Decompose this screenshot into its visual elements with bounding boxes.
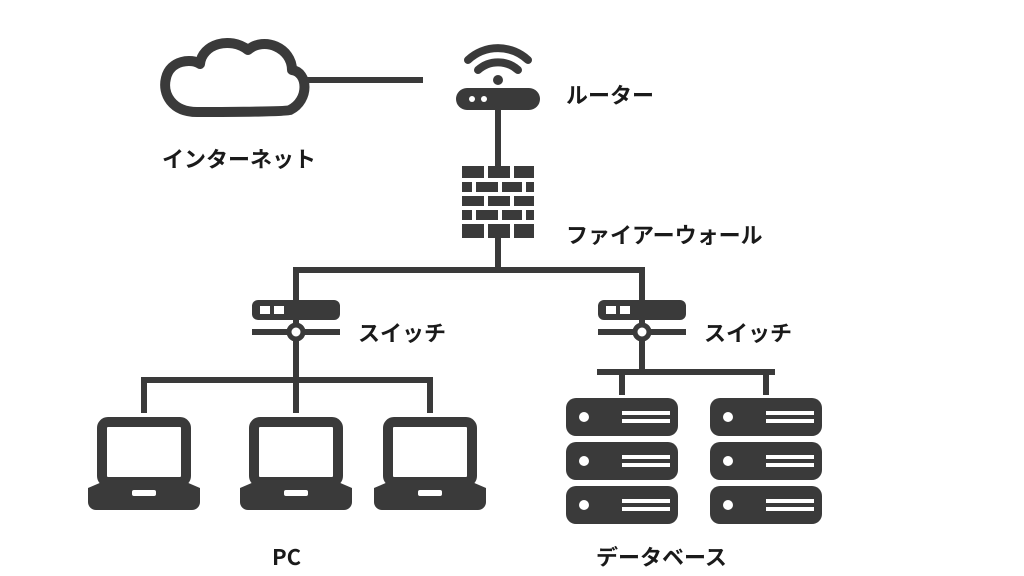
pc-node <box>366 416 494 521</box>
database-node <box>562 392 682 537</box>
firewall-label: ファイアーウォール <box>566 218 763 250</box>
laptop-icon <box>366 416 494 516</box>
router-icon <box>448 30 548 114</box>
internet-label: インターネット <box>162 142 316 174</box>
switch-icon <box>246 298 346 342</box>
database-label: データベース <box>596 540 727 572</box>
laptop-icon <box>80 416 208 516</box>
switch-left-label: スイッチ <box>358 316 446 348</box>
switch-right-node <box>592 298 692 347</box>
router-node <box>448 30 548 119</box>
switch-right-label: スイッチ <box>704 316 792 348</box>
internet-node <box>152 30 312 135</box>
router-label: ルーター <box>566 78 654 110</box>
laptop-icon <box>232 416 360 516</box>
network-diagram: インターネット ルーター <box>0 0 1024 576</box>
pc-node <box>232 416 360 521</box>
database-node <box>706 392 826 537</box>
firewall-node <box>460 164 536 245</box>
server-icon <box>562 392 682 532</box>
firewall-icon <box>460 164 536 240</box>
switch-icon <box>592 298 692 342</box>
pc-label: PC <box>272 540 301 572</box>
cloud-icon <box>152 30 312 130</box>
pc-node <box>80 416 208 521</box>
switch-left-node <box>246 298 346 347</box>
server-icon <box>706 392 826 532</box>
